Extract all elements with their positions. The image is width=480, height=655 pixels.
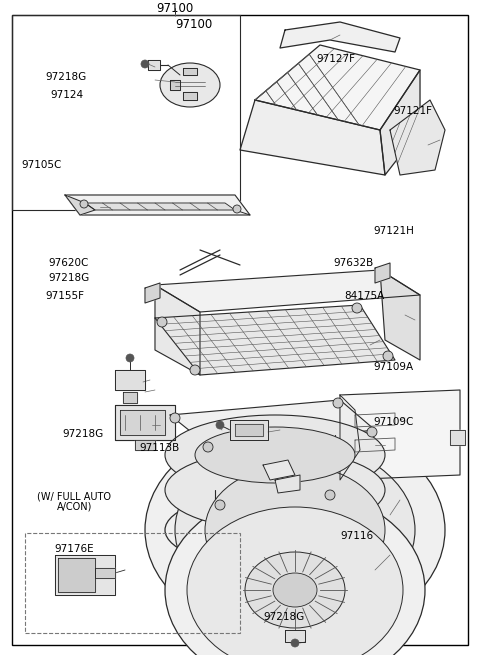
Text: 84175A: 84175A	[345, 291, 385, 301]
Polygon shape	[183, 92, 197, 100]
Polygon shape	[340, 395, 360, 480]
Polygon shape	[148, 60, 160, 70]
Text: 97218G: 97218G	[62, 428, 104, 439]
Polygon shape	[120, 410, 165, 435]
Ellipse shape	[165, 492, 385, 568]
Ellipse shape	[216, 421, 224, 429]
Text: 97124: 97124	[50, 90, 84, 100]
Polygon shape	[375, 263, 390, 283]
Text: 97100: 97100	[156, 1, 193, 14]
Polygon shape	[170, 400, 375, 447]
Ellipse shape	[367, 427, 377, 437]
Ellipse shape	[383, 351, 393, 361]
Ellipse shape	[165, 490, 425, 655]
Polygon shape	[85, 203, 235, 210]
Polygon shape	[95, 568, 115, 578]
Polygon shape	[58, 558, 95, 592]
Bar	[25, 533, 240, 633]
Polygon shape	[285, 630, 305, 642]
Polygon shape	[55, 555, 115, 595]
Ellipse shape	[165, 415, 385, 495]
Ellipse shape	[157, 317, 167, 327]
Polygon shape	[235, 424, 263, 436]
Ellipse shape	[195, 427, 355, 483]
Ellipse shape	[170, 413, 180, 423]
Text: 97218G: 97218G	[46, 72, 87, 83]
Polygon shape	[240, 100, 385, 175]
Polygon shape	[65, 195, 95, 215]
Ellipse shape	[190, 365, 200, 375]
Text: 97632B: 97632B	[334, 258, 374, 269]
Ellipse shape	[233, 205, 241, 213]
Ellipse shape	[126, 354, 134, 362]
Polygon shape	[135, 440, 155, 450]
Text: 97218G: 97218G	[263, 612, 304, 622]
Polygon shape	[183, 68, 197, 75]
Text: 97218G: 97218G	[48, 272, 89, 283]
Ellipse shape	[352, 303, 362, 313]
Text: 97100: 97100	[175, 18, 213, 31]
Text: 97620C: 97620C	[48, 258, 88, 269]
Ellipse shape	[80, 200, 88, 208]
Ellipse shape	[165, 450, 385, 530]
Polygon shape	[170, 80, 180, 90]
Polygon shape	[155, 305, 395, 375]
Ellipse shape	[291, 639, 299, 647]
Ellipse shape	[325, 490, 335, 500]
Polygon shape	[390, 100, 445, 175]
Text: 97113B: 97113B	[139, 443, 180, 453]
Ellipse shape	[175, 442, 415, 618]
Text: 97105C: 97105C	[22, 160, 62, 170]
Polygon shape	[65, 195, 250, 215]
Ellipse shape	[145, 420, 445, 640]
Text: 97155F: 97155F	[46, 291, 84, 301]
Text: 97121H: 97121H	[373, 226, 414, 236]
Ellipse shape	[187, 507, 403, 655]
Polygon shape	[230, 420, 268, 440]
Polygon shape	[340, 390, 460, 480]
Text: 97109A: 97109A	[373, 362, 414, 372]
Polygon shape	[155, 270, 420, 312]
Polygon shape	[280, 22, 400, 52]
Ellipse shape	[160, 63, 220, 107]
Ellipse shape	[215, 500, 225, 510]
Ellipse shape	[141, 60, 149, 68]
Polygon shape	[123, 392, 137, 403]
Text: A/CON): A/CON)	[57, 501, 92, 512]
Polygon shape	[275, 475, 300, 493]
Polygon shape	[255, 45, 420, 130]
Text: 97176E: 97176E	[55, 544, 94, 554]
Text: (W/ FULL AUTO: (W/ FULL AUTO	[37, 491, 111, 502]
Polygon shape	[115, 405, 175, 440]
Ellipse shape	[245, 552, 345, 628]
Text: 97116: 97116	[341, 531, 374, 541]
Ellipse shape	[333, 398, 343, 408]
Polygon shape	[155, 285, 200, 375]
Ellipse shape	[203, 442, 213, 452]
Ellipse shape	[205, 465, 385, 595]
Polygon shape	[450, 430, 465, 445]
Text: 97109C: 97109C	[373, 417, 414, 428]
Text: 97127F: 97127F	[317, 54, 356, 64]
Polygon shape	[145, 283, 160, 303]
Polygon shape	[380, 70, 420, 175]
Ellipse shape	[273, 573, 317, 607]
Text: 97121F: 97121F	[394, 106, 432, 117]
Polygon shape	[115, 370, 145, 390]
Polygon shape	[380, 270, 420, 360]
Polygon shape	[263, 460, 295, 480]
